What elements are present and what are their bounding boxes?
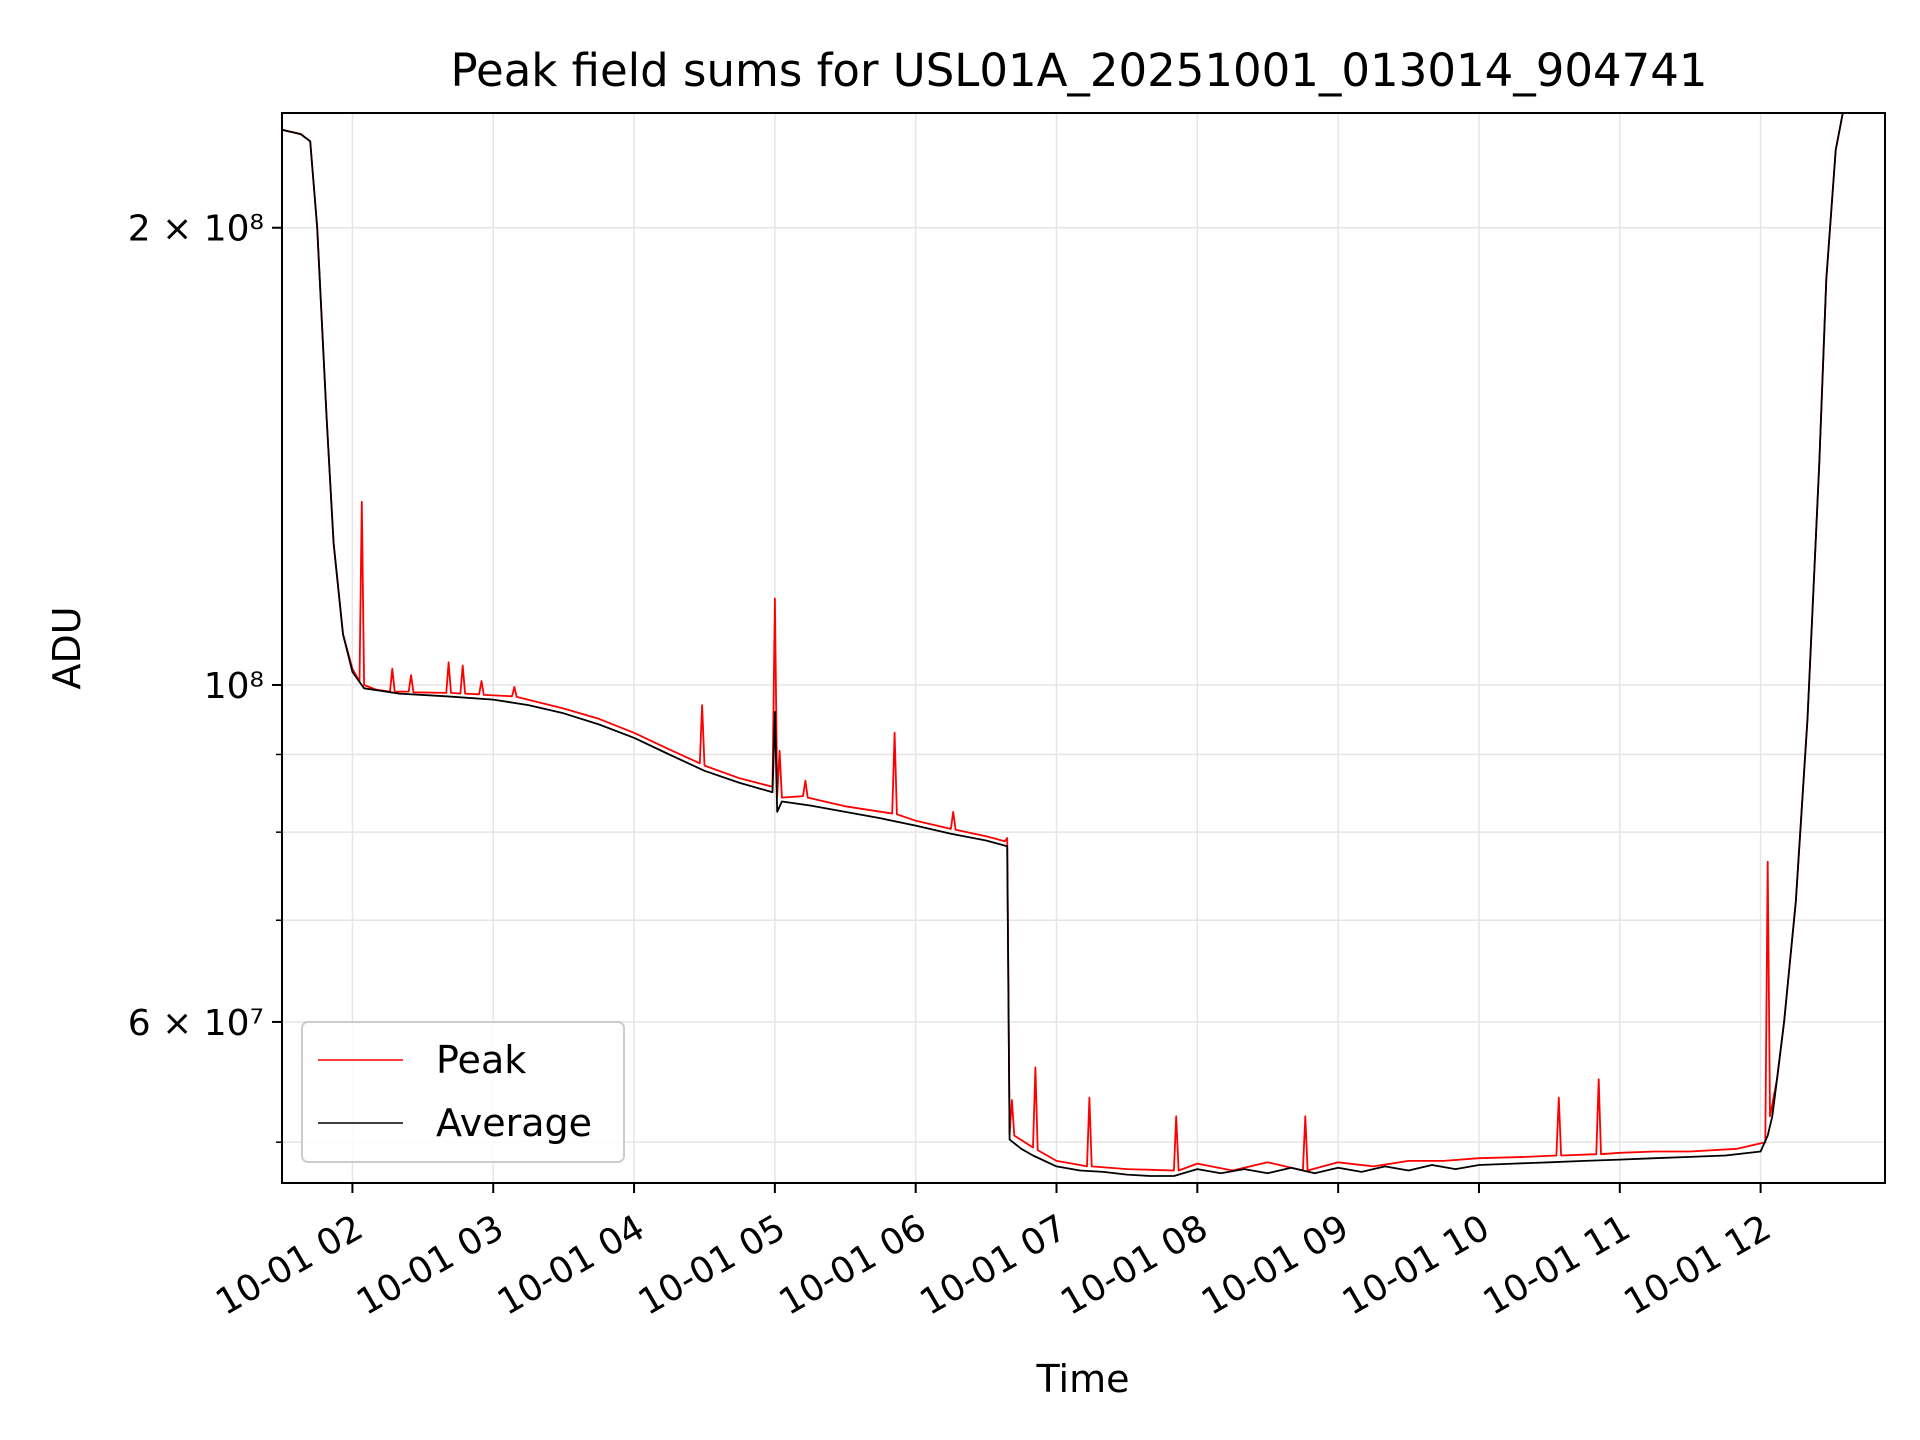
legend: Peak Average [301,1021,625,1163]
legend-label-average: Average [436,1101,592,1145]
y-axis: 6 × 10⁷ 10⁸ 2 × 10⁸ [128,209,282,1143]
y-tick-label: 2 × 10⁸ [128,209,264,250]
series-line-average [282,113,1885,1177]
y-tick-label: 10⁸ [204,666,264,707]
y-axis-label: ADU [45,606,89,689]
x-axis-label: Time [1036,1357,1130,1401]
plot-frame [281,112,1886,1184]
series-layer [282,113,1885,1177]
legend-label-peak: Peak [436,1038,526,1082]
y-tick-label: 6 × 10⁷ [128,1003,264,1044]
series-line-peak [282,113,1885,1172]
legend-box [301,1021,625,1163]
plot-area [282,113,1885,1177]
chart-title: Peak field sums for USL01A_20251001_0130… [450,44,1707,97]
